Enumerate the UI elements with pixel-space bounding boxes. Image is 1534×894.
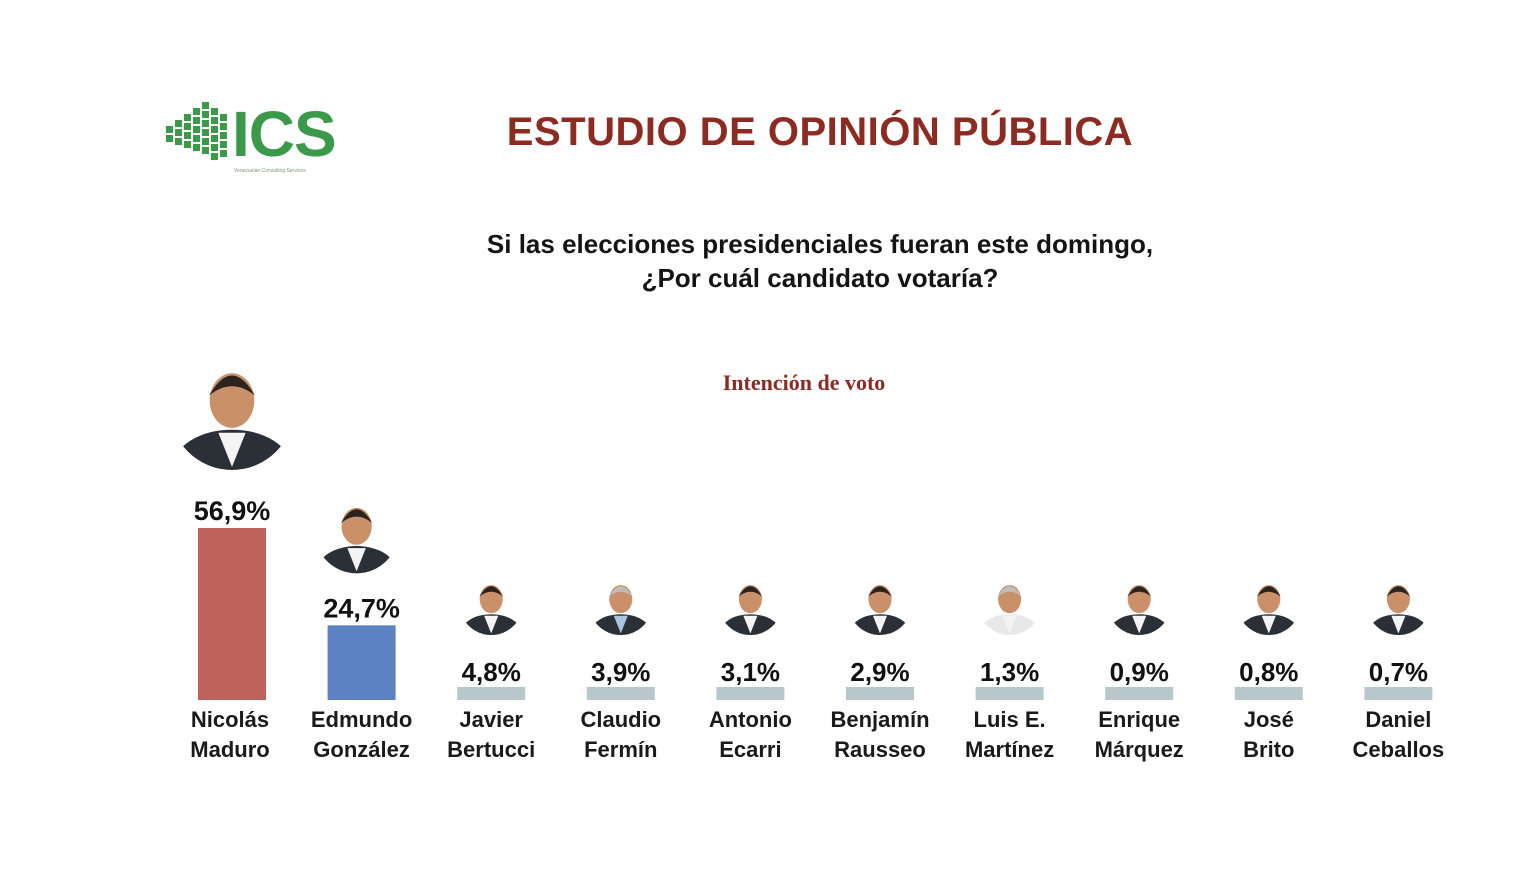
- candidate-name-line: Claudio: [580, 707, 662, 732]
- candidate-name-line: Luis E.: [973, 707, 1046, 732]
- question-line-1: Si las elecciones presidenciales fueran …: [486, 229, 1154, 259]
- value-label-claudio-fermin: 3,9%: [591, 657, 650, 687]
- candidate-name-line: Ceballos: [1352, 737, 1445, 762]
- candidate-name-line: Edmundo: [310, 707, 413, 732]
- value-label-enrique-marquez: 0,9%: [1110, 657, 1169, 687]
- candidate-name-claudio-fermin: Claudio Fermín: [546, 705, 696, 765]
- candidate-name-line: Bertucci: [447, 737, 536, 762]
- value-labels-group: 56,9% 24,7% 4,8% 3,9% 3,1% 2,9% 1,3% 0,9% 0,8% 0,…: [194, 496, 1428, 687]
- candidate-name-line: González: [313, 737, 410, 762]
- avatar-jose-brito: [1236, 571, 1301, 635]
- avatar-daniel-ceballos: [1366, 571, 1431, 635]
- avatar-claudio-fermin: [588, 571, 653, 635]
- avatars-group: [170, 346, 1431, 635]
- question-line-2: ¿Por cuál candidato votaría?: [641, 263, 999, 293]
- candidate-name-line: Nicolás: [190, 707, 270, 732]
- logo-tagline: Venezuelan Consulting Services: [234, 168, 306, 174]
- candidate-name-jose-brito: José Brito: [1194, 705, 1344, 765]
- bar-daniel-ceballos: [1364, 687, 1433, 700]
- value-label-edmundo-gonzalez: 24,7%: [323, 593, 400, 623]
- bars-group: [198, 528, 1433, 700]
- ics-logo: ICS Venezuelan Consulting Services: [166, 98, 337, 178]
- bar-javier-bertucci: [457, 687, 526, 700]
- candidate-name-line: Enrique: [1098, 707, 1181, 732]
- candidate-name-line: Márquez: [1094, 737, 1184, 762]
- bar-enrique-marquez: [1105, 687, 1174, 700]
- bar-nicolas-maduro: [198, 528, 266, 700]
- avatar-javier-bertucci: [459, 571, 524, 635]
- candidate-name-line: Benjamín: [830, 707, 930, 732]
- value-label-nicolas-maduro: 56,9%: [194, 496, 271, 526]
- value-label-javier-bertucci: 4,8%: [462, 657, 521, 687]
- avatar-benjamin-rausseo: [848, 571, 912, 635]
- value-label-daniel-ceballos: 0,7%: [1369, 657, 1428, 687]
- cube-grid-logo-icon: [166, 102, 227, 160]
- candidate-name-line: Fermín: [584, 737, 658, 762]
- bar-edmundo-gonzalez: [327, 625, 396, 700]
- candidate-name-line: Javier: [459, 707, 523, 732]
- avatar-enrique-marquez: [1107, 571, 1172, 635]
- value-label-benjamin-rausseo: 2,9%: [850, 657, 909, 687]
- value-label-antonio-ecarri: 3,1%: [721, 657, 780, 687]
- candidate-name-line: Brito: [1243, 737, 1295, 762]
- bar-jose-brito: [1234, 687, 1303, 700]
- candidate-name-line: Maduro: [190, 737, 270, 762]
- value-label-luis-e-martinez: 1,3%: [980, 657, 1039, 687]
- bar-antonio-ecarri: [716, 687, 785, 700]
- bar-luis-e-martinez: [975, 687, 1044, 700]
- chart-title: Intención de voto: [722, 370, 886, 395]
- logo-wordmark: ICS: [232, 98, 337, 170]
- candidate-name-line: José: [1243, 707, 1294, 732]
- bar-benjamin-rausseo: [846, 687, 914, 700]
- candidate-name-nicolas-maduro: Nicolás Maduro: [155, 705, 305, 765]
- page-title: ESTUDIO DE OPINIÓN PÚBLICA: [506, 110, 1134, 154]
- candidate-name-benjamin-rausseo: Benjamín Rausseo: [805, 705, 955, 765]
- candidate-name-line: Rausseo: [834, 737, 926, 762]
- candidate-name-edmundo-gonzalez: Edmundo González: [287, 705, 437, 765]
- avatar-antonio-ecarri: [718, 571, 783, 635]
- avatar-luis-e-martinez: [977, 571, 1042, 635]
- candidate-name-luis-e-martinez: Luis E. Martínez: [935, 705, 1085, 765]
- avatar-edmundo-gonzalez: [314, 489, 399, 574]
- candidate-name-javier-bertucci: Javier Bertucci: [416, 705, 566, 765]
- candidate-name-line: Daniel: [1365, 707, 1432, 732]
- bar-claudio-fermin: [586, 687, 655, 700]
- candidate-name-daniel-ceballos: Daniel Ceballos: [1323, 705, 1473, 765]
- candidate-name-line: Martínez: [964, 737, 1055, 762]
- candidate-name-line: Antonio: [708, 707, 792, 732]
- candidate-name-enrique-marquez: Enrique Márquez: [1064, 705, 1214, 765]
- value-label-jose-brito: 0,8%: [1239, 657, 1298, 687]
- candidate-name-line: Ecarri: [719, 737, 782, 762]
- avatar-nicolas-maduro: [170, 346, 294, 470]
- candidate-name-antonio-ecarri: Antonio Ecarri: [675, 705, 825, 765]
